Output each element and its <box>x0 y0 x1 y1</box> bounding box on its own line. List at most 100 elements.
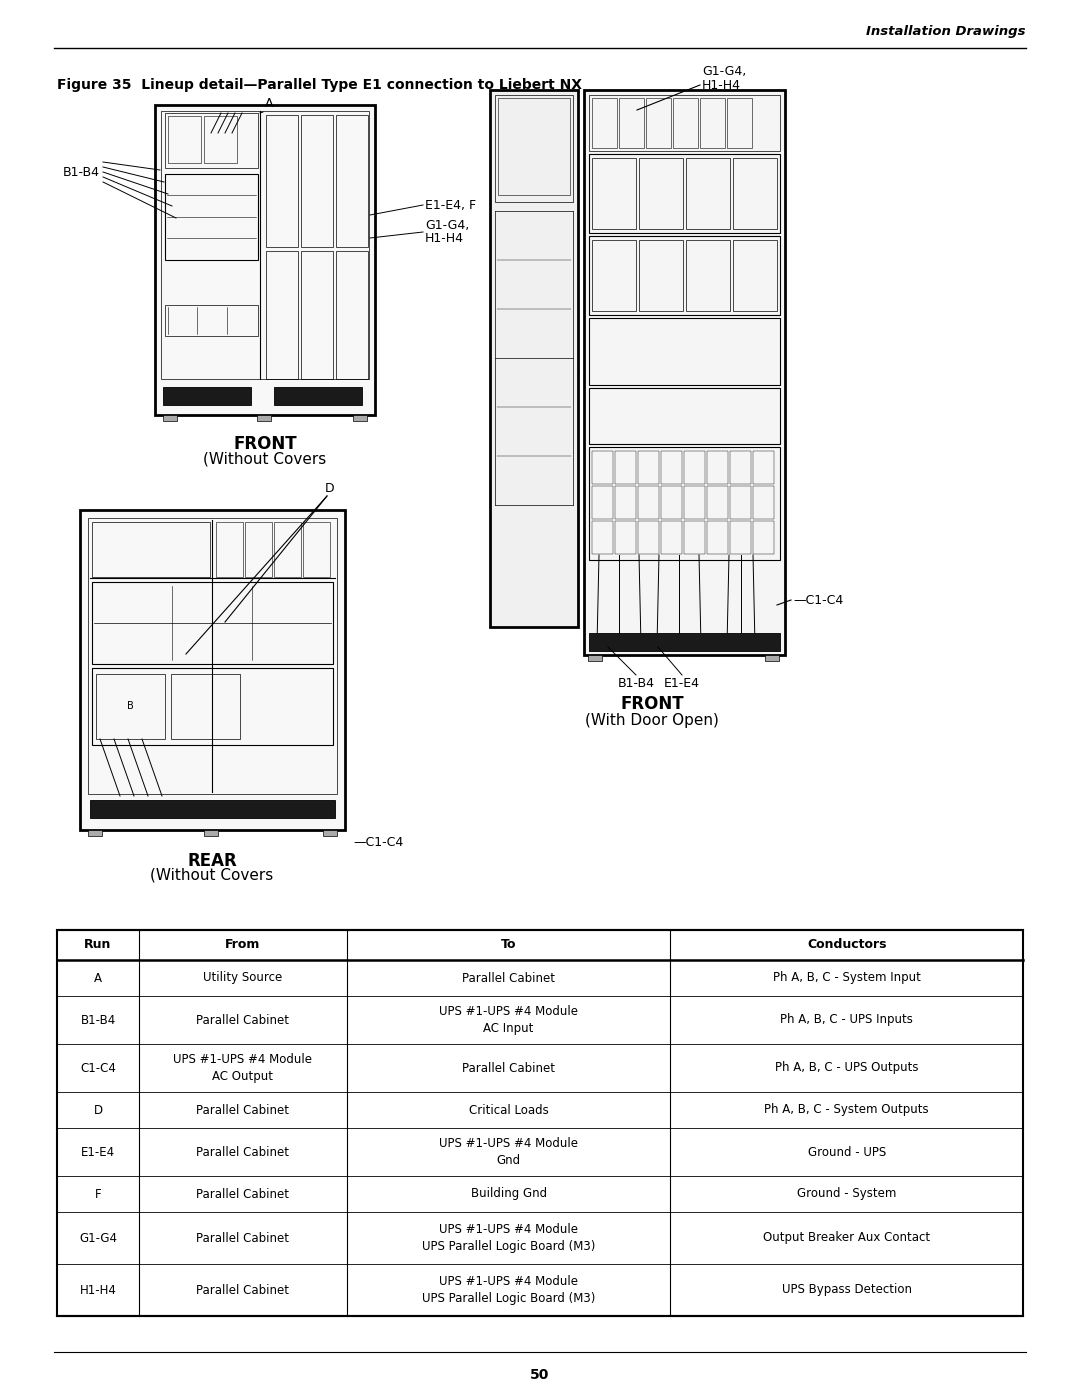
Text: G1-G4: G1-G4 <box>79 1232 117 1245</box>
Bar <box>615 486 636 520</box>
Text: A: A <box>94 971 102 985</box>
Bar <box>495 95 573 203</box>
Bar <box>589 95 780 151</box>
Text: (Without Covers: (Without Covers <box>150 868 273 883</box>
Bar <box>707 451 728 483</box>
Bar <box>661 451 681 483</box>
Bar <box>301 115 333 247</box>
Bar <box>684 521 705 555</box>
Bar <box>92 583 333 664</box>
Text: C1-C4: C1-C4 <box>80 1062 116 1074</box>
Bar <box>274 387 362 405</box>
Text: Parallel Cabinet: Parallel Cabinet <box>197 1104 289 1116</box>
Bar <box>336 251 368 379</box>
Bar <box>673 98 698 148</box>
Bar <box>323 830 337 835</box>
Bar <box>87 518 337 793</box>
Bar <box>730 486 751 520</box>
Text: Ph A, B, C - UPS Inputs: Ph A, B, C - UPS Inputs <box>780 1013 914 1027</box>
Bar <box>592 240 636 312</box>
Bar <box>753 521 774 555</box>
Text: Output Breaker Aux Contact: Output Breaker Aux Contact <box>764 1232 930 1245</box>
Text: Installation Drawings: Installation Drawings <box>866 25 1026 38</box>
Bar <box>490 89 578 627</box>
Text: FRONT: FRONT <box>233 434 297 453</box>
Bar <box>266 251 298 379</box>
Text: B: B <box>126 701 133 711</box>
Bar <box>257 415 271 420</box>
Bar <box>589 319 780 386</box>
Text: Building Gnd: Building Gnd <box>471 1187 546 1200</box>
Bar <box>730 451 751 483</box>
Bar <box>57 930 1023 1316</box>
Bar <box>80 510 345 830</box>
Bar <box>303 522 330 577</box>
Bar <box>274 522 301 577</box>
Bar <box>753 451 774 483</box>
Bar <box>592 98 617 148</box>
Bar <box>584 89 785 655</box>
Text: Parallel Cabinet: Parallel Cabinet <box>197 1284 289 1296</box>
Text: B1-B4: B1-B4 <box>618 678 654 690</box>
Text: F: F <box>95 1187 102 1200</box>
Bar <box>638 486 659 520</box>
Bar <box>92 522 210 577</box>
Bar <box>619 98 644 148</box>
Text: E1-E4: E1-E4 <box>664 678 700 690</box>
Bar <box>615 451 636 483</box>
Text: Parallel Cabinet: Parallel Cabinet <box>197 1187 289 1200</box>
Bar <box>686 158 730 229</box>
Text: —C1-C4: —C1-C4 <box>793 594 843 606</box>
Bar <box>87 830 102 835</box>
Bar <box>707 486 728 520</box>
Text: UPS #1-UPS #4 Module
Gnd: UPS #1-UPS #4 Module Gnd <box>440 1137 578 1166</box>
Text: Conductors: Conductors <box>807 939 887 951</box>
Bar <box>684 486 705 520</box>
Bar <box>245 522 272 577</box>
Bar <box>96 673 165 739</box>
Text: A: A <box>265 96 273 110</box>
Text: Utility Source: Utility Source <box>203 971 283 985</box>
Text: To: To <box>501 939 516 951</box>
Text: E1-E4, F: E1-E4, F <box>426 198 476 211</box>
Text: —C1-C4: —C1-C4 <box>353 835 403 848</box>
Bar <box>638 521 659 555</box>
Text: UPS #1-UPS #4 Module
AC Output: UPS #1-UPS #4 Module AC Output <box>174 1053 312 1083</box>
Bar <box>165 305 258 337</box>
Bar <box>615 521 636 555</box>
Circle shape <box>571 367 579 376</box>
Bar <box>589 236 780 314</box>
Bar <box>733 240 777 312</box>
Bar <box>686 240 730 312</box>
Text: 50: 50 <box>530 1368 550 1382</box>
Text: Ground - System: Ground - System <box>797 1187 896 1200</box>
Text: Parallel Cabinet: Parallel Cabinet <box>197 1013 289 1027</box>
Text: D: D <box>325 482 335 495</box>
Text: Ground - UPS: Ground - UPS <box>808 1146 886 1158</box>
Bar <box>168 116 201 163</box>
Text: Parallel Cabinet: Parallel Cabinet <box>462 971 555 985</box>
Bar <box>163 387 251 405</box>
Bar <box>588 655 602 661</box>
Text: FRONT: FRONT <box>620 694 684 712</box>
Bar <box>589 447 780 560</box>
Bar <box>589 633 780 651</box>
Bar <box>639 240 683 312</box>
Text: Figure 35  Lineup detail—Parallel Type E1 connection to Liebert NX: Figure 35 Lineup detail—Parallel Type E1… <box>57 78 582 92</box>
Text: Parallel Cabinet: Parallel Cabinet <box>197 1232 289 1245</box>
Bar <box>727 98 752 148</box>
Bar <box>646 98 671 148</box>
Bar <box>589 388 780 444</box>
Text: Ph A, B, C - System Outputs: Ph A, B, C - System Outputs <box>765 1104 929 1116</box>
Text: D: D <box>94 1104 103 1116</box>
Bar <box>336 115 368 247</box>
Bar <box>700 98 725 148</box>
Text: Run: Run <box>84 939 111 951</box>
Text: REAR: REAR <box>187 852 237 870</box>
Bar <box>165 113 258 168</box>
Bar <box>684 451 705 483</box>
Text: H1-H4: H1-H4 <box>702 80 741 92</box>
Text: (Without Covers: (Without Covers <box>203 451 326 467</box>
Text: Ph A, B, C - System Input: Ph A, B, C - System Input <box>773 971 920 985</box>
Text: (With Door Open): (With Door Open) <box>585 712 719 728</box>
